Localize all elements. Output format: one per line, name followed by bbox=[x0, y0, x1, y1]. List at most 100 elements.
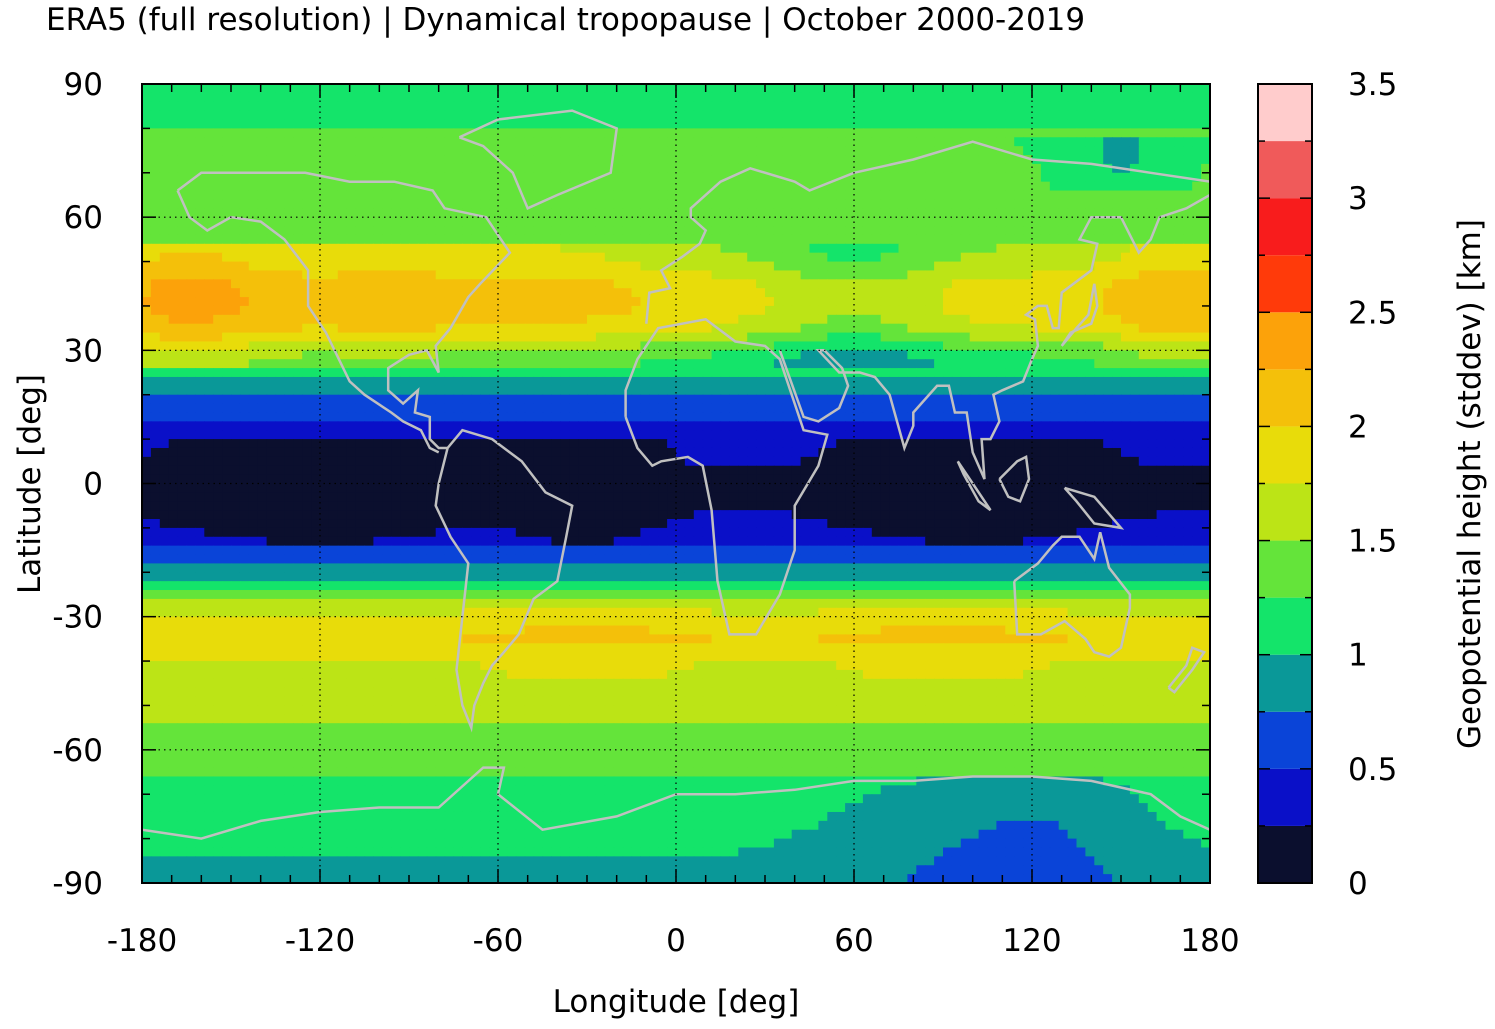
heatmap-cell bbox=[417, 376, 428, 387]
heatmap-cell bbox=[409, 92, 419, 103]
heatmap-cell bbox=[489, 421, 499, 431]
heatmap-cell bbox=[898, 403, 908, 414]
heatmap-cell bbox=[426, 403, 437, 414]
heatmap-cell bbox=[311, 84, 321, 94]
heatmap-cell bbox=[1058, 226, 1069, 236]
heatmap-cell bbox=[1085, 208, 1095, 218]
heatmap-cell bbox=[1112, 430, 1122, 440]
heatmap-cell bbox=[1005, 128, 1015, 138]
heatmap-cell bbox=[159, 332, 170, 343]
heatmap-cell bbox=[1156, 261, 1167, 272]
heatmap-cell bbox=[622, 155, 633, 165]
heatmap-cell bbox=[738, 84, 748, 94]
heatmap-cell bbox=[862, 172, 873, 183]
heatmap-cell bbox=[1058, 439, 1069, 449]
heatmap-cell bbox=[1076, 137, 1086, 147]
heatmap-cell bbox=[791, 368, 802, 378]
heatmap-cell bbox=[462, 172, 472, 183]
heatmap-cell bbox=[426, 155, 437, 165]
heatmap-cell bbox=[916, 110, 926, 121]
heatmap-cell bbox=[373, 332, 383, 343]
heatmap-cell bbox=[1076, 217, 1086, 227]
heatmap-cell bbox=[364, 208, 374, 218]
heatmap-cell bbox=[328, 252, 339, 263]
heatmap-cell bbox=[978, 279, 989, 289]
heatmap-cell bbox=[417, 385, 428, 396]
heatmap-cell bbox=[213, 110, 223, 121]
heatmap-cell bbox=[248, 163, 259, 174]
heatmap-cell bbox=[480, 314, 490, 325]
heatmap-cell bbox=[1094, 234, 1104, 245]
heatmap-cell bbox=[1138, 439, 1149, 449]
heatmap-cell bbox=[453, 332, 463, 343]
heatmap-cell bbox=[702, 128, 713, 138]
heatmap-cell bbox=[729, 226, 739, 236]
heatmap-cell bbox=[836, 226, 846, 236]
heatmap-cell bbox=[818, 368, 828, 378]
heatmap-cell bbox=[373, 439, 383, 449]
heatmap-cell bbox=[667, 341, 677, 351]
heatmap-cell bbox=[916, 172, 926, 183]
heatmap-cell bbox=[702, 208, 713, 218]
heatmap-cell bbox=[328, 261, 339, 272]
heatmap-cell bbox=[506, 181, 517, 192]
heatmap-cell bbox=[159, 297, 170, 307]
heatmap-cell bbox=[391, 297, 401, 307]
heatmap-cell bbox=[1023, 92, 1033, 103]
heatmap-cell bbox=[391, 137, 401, 147]
heatmap-cell bbox=[373, 341, 383, 351]
heatmap-cell bbox=[1112, 359, 1122, 369]
heatmap-cell bbox=[836, 217, 846, 227]
heatmap-cell bbox=[587, 181, 597, 192]
heatmap-cell bbox=[604, 305, 615, 316]
heatmap-cell bbox=[1192, 350, 1202, 360]
heatmap-cell bbox=[168, 101, 179, 112]
heatmap-cell bbox=[1165, 146, 1175, 156]
heatmap-cell bbox=[453, 137, 463, 147]
heatmap-cell bbox=[346, 128, 357, 138]
heatmap-cell bbox=[1156, 279, 1167, 289]
heatmap-cell bbox=[150, 190, 161, 201]
heatmap-cell bbox=[1183, 359, 1193, 369]
heatmap-cell bbox=[222, 403, 232, 414]
heatmap-cell bbox=[453, 199, 463, 209]
heatmap-cell bbox=[533, 439, 544, 449]
heatmap-cell bbox=[239, 92, 250, 103]
heatmap-cell bbox=[987, 314, 997, 325]
heatmap-cell bbox=[382, 243, 392, 254]
heatmap-cell bbox=[969, 430, 980, 440]
heatmap-cell bbox=[747, 270, 757, 280]
heatmap-cell bbox=[222, 119, 232, 129]
heatmap-cell bbox=[293, 137, 303, 147]
heatmap-cell bbox=[587, 261, 597, 272]
heatmap-cell bbox=[462, 394, 472, 405]
heatmap-cell bbox=[1005, 297, 1015, 307]
heatmap-cell bbox=[809, 447, 819, 458]
heatmap-cell bbox=[382, 394, 392, 405]
heatmap-cell bbox=[854, 163, 864, 174]
heatmap-cell bbox=[1174, 341, 1184, 351]
heatmap-cell bbox=[845, 323, 855, 334]
heatmap-cell bbox=[978, 252, 989, 263]
heatmap-cell bbox=[168, 226, 179, 236]
heatmap-cell bbox=[364, 430, 374, 440]
heatmap-cell bbox=[1058, 101, 1069, 112]
heatmap-cell bbox=[818, 243, 828, 254]
heatmap-cell bbox=[551, 270, 561, 280]
heatmap-cell bbox=[1040, 101, 1051, 112]
heatmap-cell bbox=[435, 376, 446, 387]
heatmap-cell bbox=[444, 376, 455, 387]
heatmap-cell bbox=[862, 128, 873, 138]
heatmap-cell bbox=[177, 252, 188, 263]
heatmap-cell bbox=[346, 84, 357, 94]
heatmap-cell bbox=[355, 261, 366, 272]
heatmap-cell bbox=[791, 208, 802, 218]
heatmap-cell bbox=[818, 252, 828, 263]
heatmap-cell bbox=[684, 190, 695, 201]
heatmap-cell bbox=[951, 261, 962, 272]
heatmap-cell bbox=[925, 234, 935, 245]
heatmap-cell bbox=[1138, 430, 1149, 440]
heatmap-cell bbox=[1058, 243, 1069, 254]
heatmap-cell bbox=[925, 190, 935, 201]
heatmap-cell bbox=[204, 92, 214, 103]
